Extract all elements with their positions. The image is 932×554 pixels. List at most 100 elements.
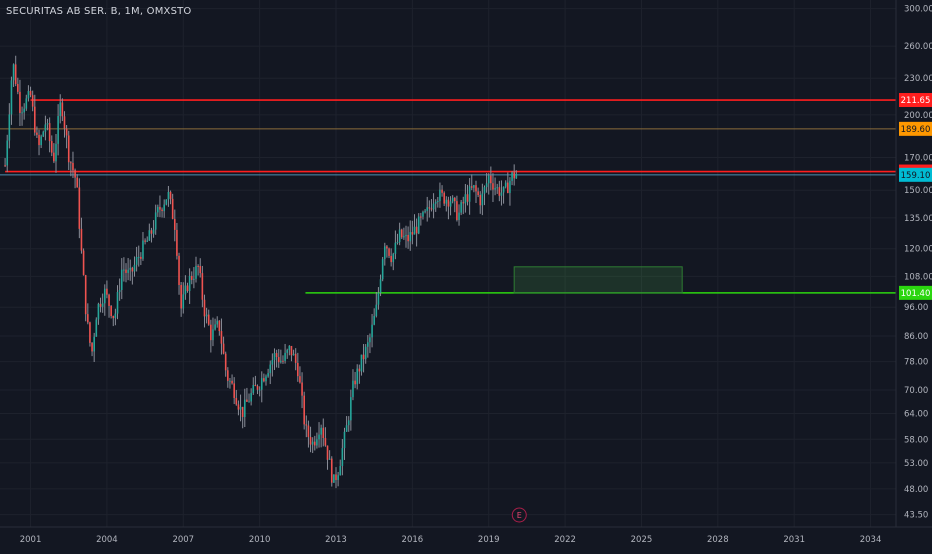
candle-body	[233, 383, 235, 398]
candle-body	[31, 95, 34, 107]
candle-body	[27, 90, 30, 99]
price-axis[interactable]: 300.00 260.00 230.00 200.00 170.00 150.00 135.…	[904, 5, 932, 521]
event-marker-circle[interactable]	[511, 507, 527, 523]
candle-body	[282, 360, 284, 362]
candle-body	[273, 353, 276, 361]
candle-body	[29, 90, 32, 96]
candle-body	[441, 189, 443, 193]
candle-body	[347, 420, 350, 426]
candle-body	[335, 474, 337, 481]
candle-body	[144, 240, 146, 242]
candle-body	[163, 204, 165, 212]
candle-body	[6, 140, 9, 166]
candle-body	[248, 401, 250, 403]
candle-body	[25, 98, 28, 109]
candle-body	[280, 360, 282, 363]
candle-body	[241, 406, 244, 417]
candle-body	[473, 185, 475, 188]
y-tick-label: 150.00	[904, 186, 932, 196]
candle-body	[413, 226, 416, 235]
candle-body	[167, 191, 170, 200]
x-tick-label: 2031	[783, 535, 805, 545]
candle-body	[362, 354, 365, 360]
candle-body	[483, 187, 486, 194]
candle-body	[184, 285, 187, 295]
y-tick-label: 86.00	[904, 332, 928, 342]
candle-body	[341, 448, 344, 467]
candle-body	[101, 303, 104, 307]
candle-body	[426, 207, 429, 211]
price-level-label: 101.40	[901, 289, 931, 299]
candle-body	[492, 183, 494, 190]
candle-body	[72, 162, 74, 171]
time-axis[interactable]: 2001 2004 2007 2010 2013 2016 2019 2022 2025 2028…	[20, 535, 882, 545]
candle-body	[182, 294, 185, 309]
candle-body	[513, 172, 515, 179]
y-tick-label: 70.00	[904, 386, 928, 396]
candle-body	[294, 353, 297, 363]
candle-body	[430, 208, 433, 210]
price-level-label-bg	[899, 93, 932, 108]
y-tick-label: 108.00	[904, 272, 932, 282]
candle-body	[57, 116, 59, 144]
candle-body	[498, 187, 501, 196]
candle-body	[148, 230, 151, 241]
candle-body	[284, 352, 286, 361]
candle-body	[63, 116, 66, 129]
candle-body	[195, 265, 197, 279]
price-level-label: 189.60	[901, 125, 931, 135]
candle-body	[481, 193, 484, 206]
candle-body	[439, 189, 441, 202]
candle-body	[267, 373, 269, 377]
earnings-event-marker[interactable]: E	[511, 507, 527, 523]
candle-body	[127, 269, 129, 273]
candle-body	[42, 131, 45, 137]
candle-body	[309, 436, 312, 445]
candle-body	[428, 207, 431, 209]
y-tick-label: 260.00	[904, 42, 932, 52]
candle-body	[125, 269, 127, 273]
candle-body	[496, 187, 499, 189]
candle-body	[140, 256, 142, 259]
candle-body	[422, 211, 424, 217]
candle-body	[103, 288, 106, 304]
candle-body	[123, 269, 125, 271]
candle-body	[137, 256, 140, 258]
candle-body	[152, 229, 155, 234]
candle-body	[490, 175, 492, 184]
candle-body	[379, 279, 382, 293]
candle-body	[180, 285, 182, 309]
candle-body	[265, 376, 267, 382]
candle-body	[203, 299, 206, 317]
candle-body	[231, 380, 233, 384]
candle-body	[97, 303, 100, 320]
candle-body	[216, 320, 219, 325]
candle-body	[383, 246, 386, 260]
candle-body	[8, 114, 11, 141]
candle-body	[50, 141, 53, 153]
candle-body	[352, 380, 354, 398]
candle-body	[10, 80, 13, 115]
candle-body	[403, 236, 405, 238]
candle-body	[165, 199, 168, 205]
candle-body	[14, 64, 17, 85]
candle-body	[70, 162, 72, 164]
candle-body	[36, 132, 38, 135]
candle-body	[311, 441, 314, 445]
candles	[4, 55, 518, 489]
x-tick-label: 2025	[631, 535, 653, 545]
candle-body	[214, 324, 216, 330]
candle-body	[120, 269, 123, 291]
candle-body	[417, 216, 420, 234]
candle-body	[449, 201, 452, 207]
candle-body	[466, 194, 469, 202]
candle-body	[367, 342, 369, 347]
candle-body	[502, 186, 505, 193]
candle-body	[53, 152, 55, 162]
candle-body	[114, 313, 117, 319]
candle-body	[218, 320, 221, 332]
